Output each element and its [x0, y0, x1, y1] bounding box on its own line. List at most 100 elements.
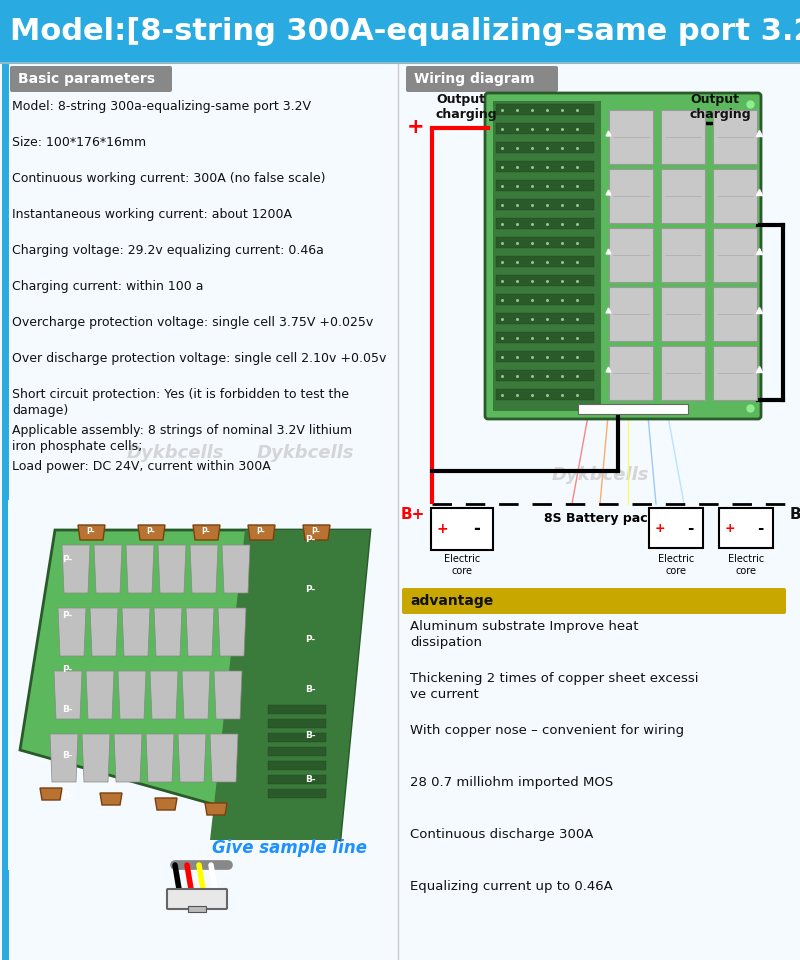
FancyBboxPatch shape	[496, 256, 594, 267]
FancyBboxPatch shape	[268, 747, 326, 756]
Polygon shape	[210, 530, 370, 840]
Polygon shape	[158, 545, 186, 593]
Text: Overcharge protection voltage: single cell 3.75V +0.025v: Overcharge protection voltage: single ce…	[12, 316, 374, 329]
FancyBboxPatch shape	[496, 104, 594, 115]
FancyBboxPatch shape	[609, 169, 653, 223]
Text: +: +	[436, 522, 448, 536]
FancyBboxPatch shape	[713, 228, 757, 282]
Polygon shape	[114, 734, 142, 782]
Polygon shape	[248, 525, 275, 540]
FancyBboxPatch shape	[496, 389, 594, 400]
FancyBboxPatch shape	[609, 110, 653, 164]
Text: Wiring diagram: Wiring diagram	[414, 72, 534, 86]
Text: Charging voltage: 29.2v equalizing current: 0.46a: Charging voltage: 29.2v equalizing curre…	[12, 244, 324, 257]
Text: B-: B-	[305, 731, 316, 739]
FancyBboxPatch shape	[265, 700, 330, 810]
Text: Dykbcells: Dykbcells	[126, 444, 224, 462]
Polygon shape	[126, 545, 154, 593]
Text: Short circuit protection: Yes (it is forbidden to test the
damage): Short circuit protection: Yes (it is for…	[12, 388, 349, 417]
FancyBboxPatch shape	[609, 287, 653, 341]
FancyBboxPatch shape	[713, 110, 757, 164]
FancyBboxPatch shape	[649, 508, 703, 548]
Text: P-: P-	[305, 586, 315, 594]
FancyBboxPatch shape	[496, 237, 594, 248]
FancyBboxPatch shape	[268, 761, 326, 770]
Text: Applicable assembly: 8 strings of nominal 3.2V lithium
iron phosphate cells;: Applicable assembly: 8 strings of nomina…	[12, 424, 352, 453]
Text: advantage: advantage	[410, 594, 494, 608]
FancyBboxPatch shape	[713, 287, 757, 341]
Text: Model: 8-string 300a-equalizing-same port 3.2V: Model: 8-string 300a-equalizing-same por…	[12, 100, 311, 113]
Text: Size: 100*176*16mm: Size: 100*176*16mm	[12, 136, 146, 149]
Text: B+: B+	[401, 507, 425, 522]
Polygon shape	[146, 734, 174, 782]
Polygon shape	[94, 545, 122, 593]
Text: P-: P-	[62, 611, 72, 619]
Polygon shape	[40, 788, 62, 800]
Text: P-: P-	[305, 536, 315, 544]
Text: -: -	[474, 520, 481, 538]
FancyBboxPatch shape	[0, 63, 800, 960]
Polygon shape	[20, 530, 370, 840]
Text: P-: P-	[305, 636, 315, 644]
FancyBboxPatch shape	[661, 169, 705, 223]
FancyBboxPatch shape	[0, 0, 800, 62]
FancyBboxPatch shape	[496, 123, 594, 134]
Polygon shape	[138, 525, 165, 540]
Polygon shape	[178, 734, 206, 782]
Text: Over discharge protection voltage: single cell 2.10v +0.05v: Over discharge protection voltage: singl…	[12, 352, 386, 365]
FancyBboxPatch shape	[578, 404, 688, 414]
FancyBboxPatch shape	[496, 332, 594, 343]
FancyBboxPatch shape	[496, 180, 594, 191]
Polygon shape	[50, 734, 78, 782]
FancyBboxPatch shape	[8, 500, 390, 870]
Text: B-: B-	[305, 776, 316, 784]
Text: B-: B-	[790, 507, 800, 522]
Text: 28 0.7 milliohm imported MOS: 28 0.7 milliohm imported MOS	[410, 776, 614, 789]
Text: P-: P-	[312, 527, 320, 537]
Text: P-: P-	[62, 556, 72, 564]
FancyBboxPatch shape	[496, 199, 594, 210]
Text: B-: B-	[62, 790, 73, 800]
FancyBboxPatch shape	[496, 161, 594, 172]
FancyBboxPatch shape	[10, 66, 172, 92]
Text: Dykbcells: Dykbcells	[256, 444, 354, 462]
Polygon shape	[54, 671, 82, 719]
Text: Basic parameters: Basic parameters	[18, 72, 155, 86]
Text: +: +	[654, 521, 666, 535]
Polygon shape	[150, 671, 178, 719]
FancyBboxPatch shape	[406, 66, 558, 92]
Text: Electric
core: Electric core	[658, 554, 694, 576]
FancyBboxPatch shape	[268, 719, 326, 728]
Polygon shape	[78, 525, 105, 540]
Text: Model:[8-string 300A-equalizing-same port 3.2V]: Model:[8-string 300A-equalizing-same por…	[10, 16, 800, 45]
Polygon shape	[186, 608, 214, 656]
FancyBboxPatch shape	[496, 351, 594, 362]
Polygon shape	[90, 608, 118, 656]
Text: Output
charging: Output charging	[436, 93, 498, 121]
FancyBboxPatch shape	[493, 101, 601, 411]
Text: P-: P-	[86, 527, 95, 537]
FancyBboxPatch shape	[496, 313, 594, 324]
FancyBboxPatch shape	[661, 287, 705, 341]
FancyBboxPatch shape	[268, 775, 326, 784]
Polygon shape	[100, 793, 122, 805]
Polygon shape	[193, 525, 220, 540]
FancyBboxPatch shape	[496, 294, 594, 305]
FancyBboxPatch shape	[188, 906, 206, 912]
Polygon shape	[86, 671, 114, 719]
Polygon shape	[222, 545, 250, 593]
Polygon shape	[303, 525, 330, 540]
FancyBboxPatch shape	[496, 370, 594, 381]
FancyBboxPatch shape	[496, 218, 594, 229]
Polygon shape	[118, 671, 146, 719]
FancyBboxPatch shape	[661, 346, 705, 400]
Polygon shape	[190, 545, 218, 593]
Polygon shape	[182, 671, 210, 719]
Text: +: +	[725, 521, 735, 535]
Text: Instantaneous working current: about 1200A: Instantaneous working current: about 120…	[12, 208, 292, 221]
Text: Continuous discharge 300A: Continuous discharge 300A	[410, 828, 594, 841]
Text: Aluminum substrate Improve heat
dissipation: Aluminum substrate Improve heat dissipat…	[410, 620, 638, 649]
Text: With copper nose – convenient for wiring: With copper nose – convenient for wiring	[410, 724, 684, 737]
FancyBboxPatch shape	[661, 228, 705, 282]
Text: Continuous working current: 300A (no false scale): Continuous working current: 300A (no fal…	[12, 172, 326, 185]
